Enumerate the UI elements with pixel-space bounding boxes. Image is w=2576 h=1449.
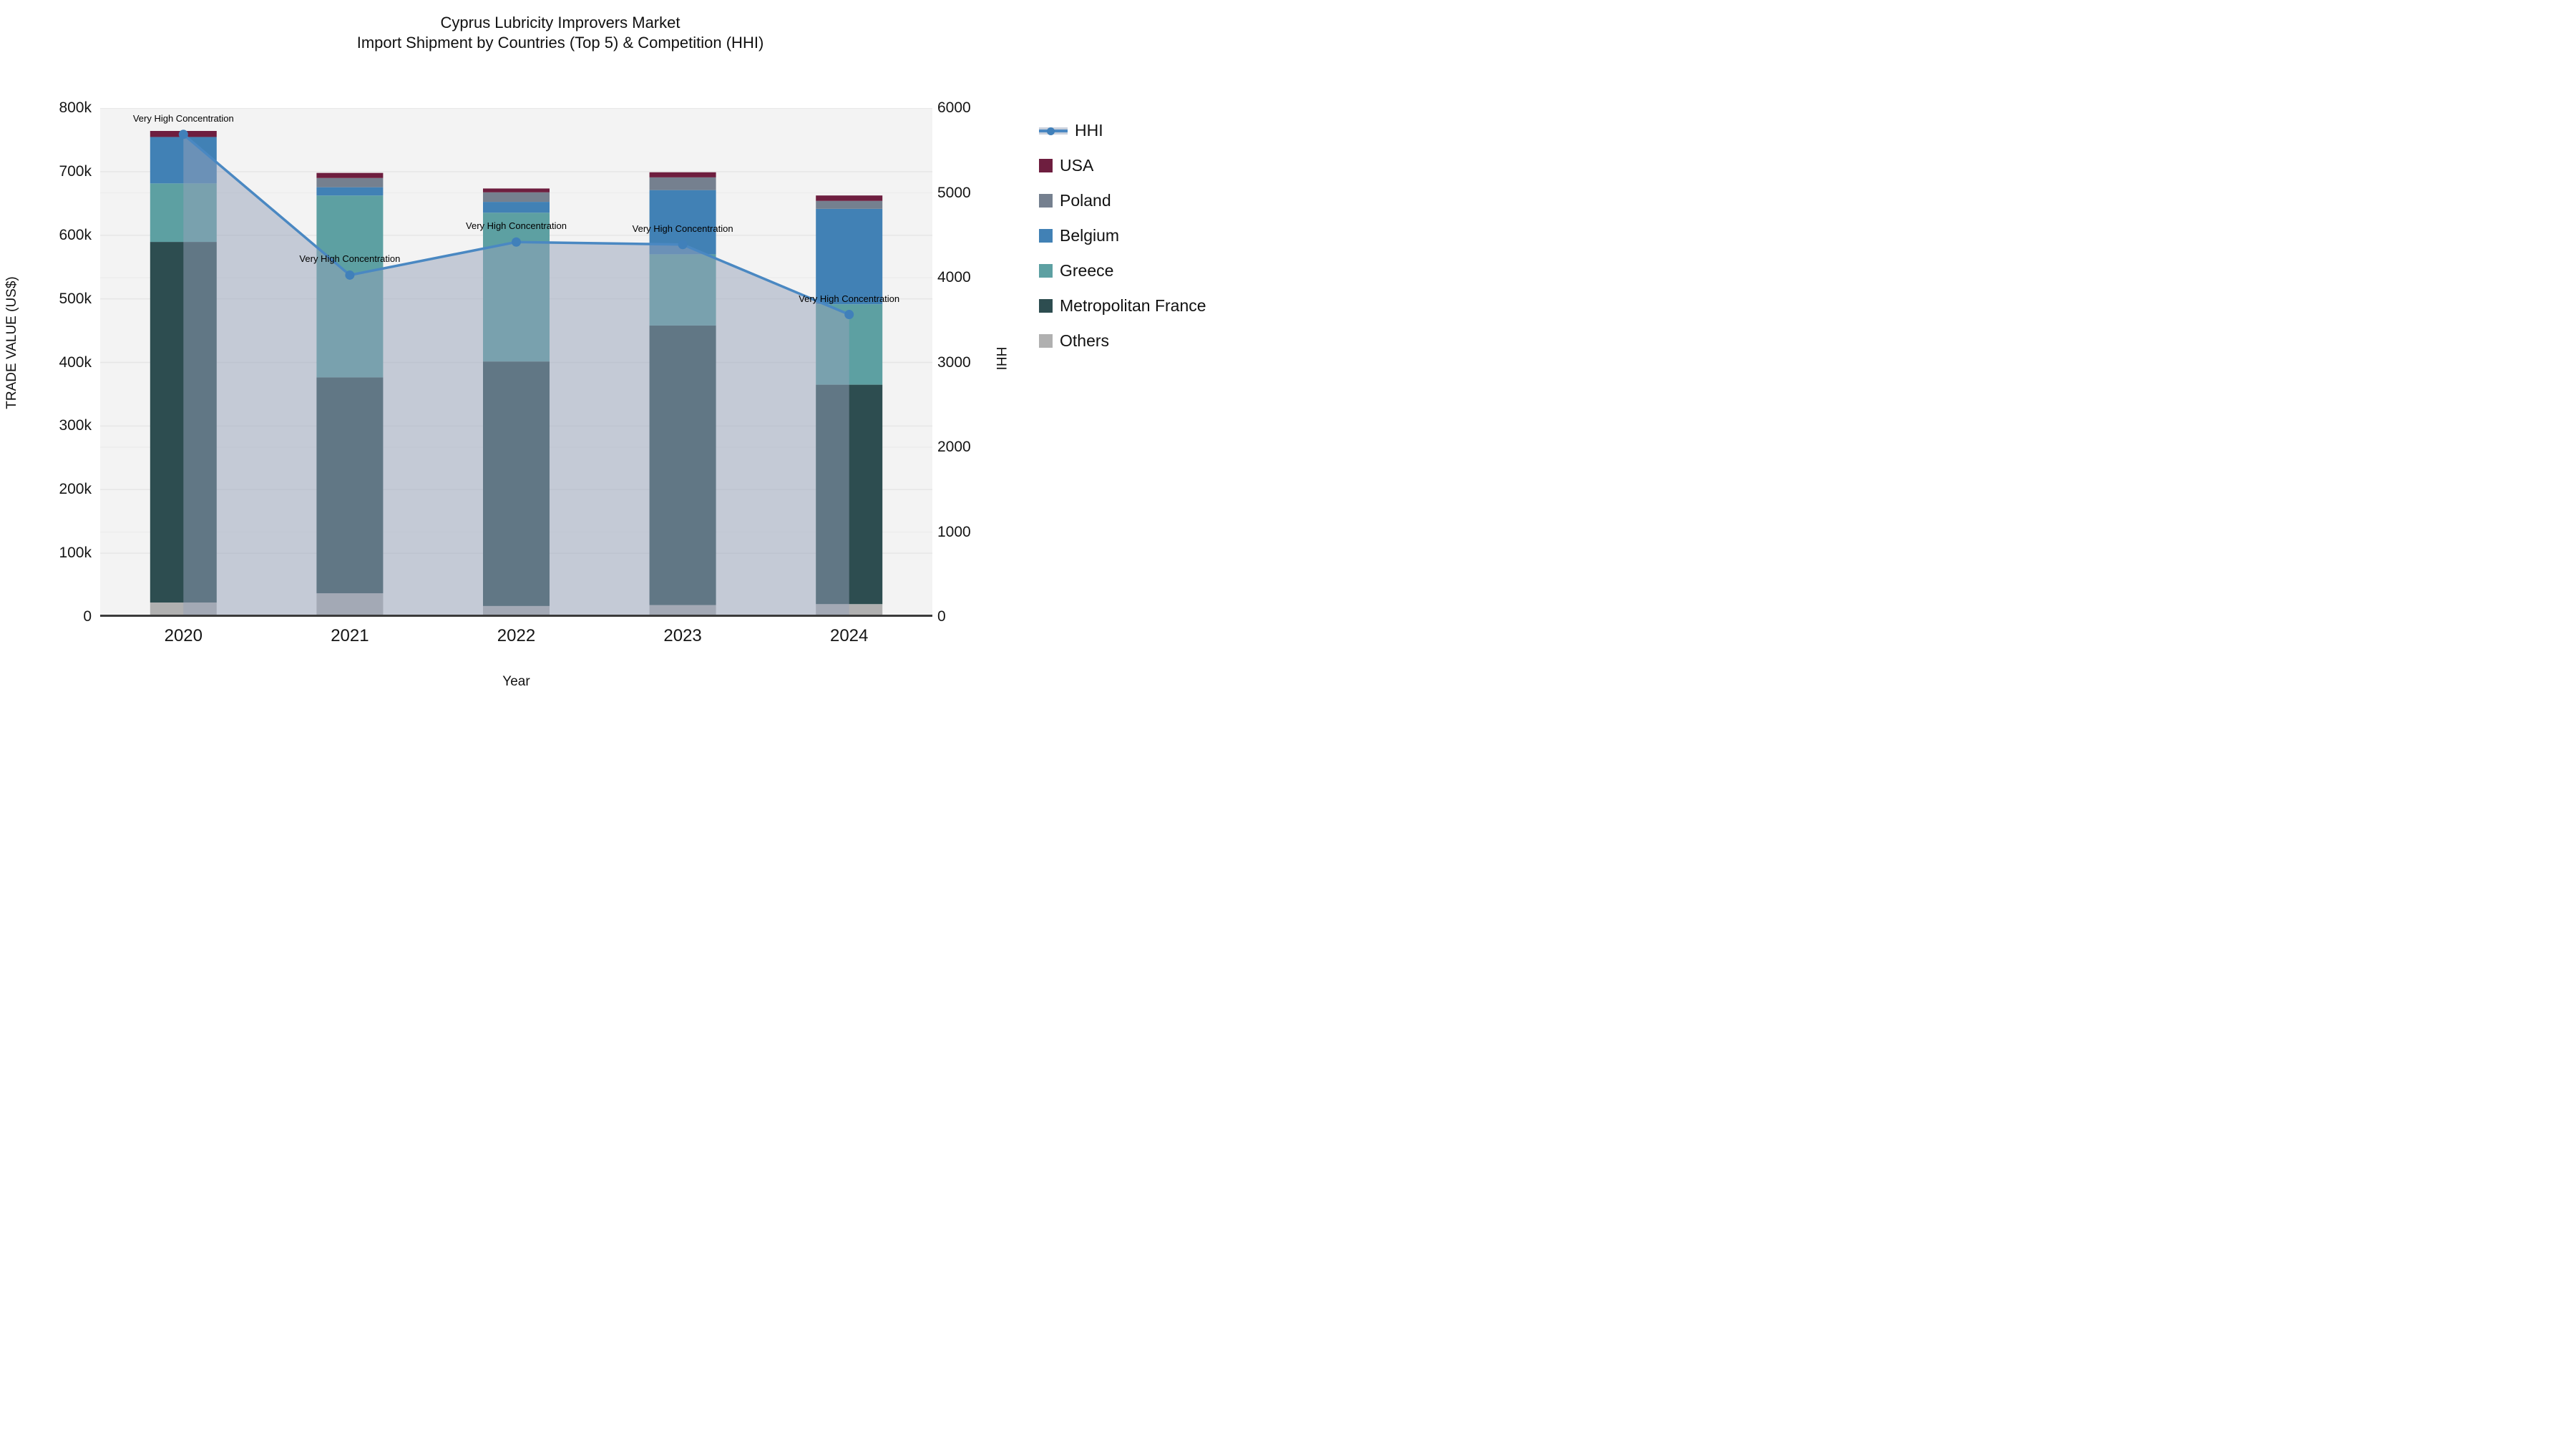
legend-item-usa[interactable]: USA [1039,156,1206,175]
bar-segment-2022-belgium [483,202,550,213]
x-tick-2022: 2022 [497,626,536,645]
y-left-tick-700k: 700k [59,162,92,180]
bar-segment-2024-poland [816,200,883,209]
legend-swatch-icon [1039,299,1053,313]
legend-label: Greece [1060,261,1114,280]
x-tick-2024: 2024 [829,626,869,645]
y-right-tick-3000: 3000 [937,353,971,371]
legend-label: Others [1060,331,1110,350]
legend-item-poland[interactable]: Poland [1039,191,1206,210]
y-right-tick-6000: 6000 [937,99,971,116]
legend-label: USA [1060,156,1094,175]
hhi-marker-2021 [345,270,355,280]
bar-segment-2024-belgium [816,208,883,305]
bar-segment-2023-poland [649,177,716,190]
legend-label: Metropolitan France [1060,296,1206,315]
y-right-tick-4000: 4000 [937,269,971,286]
bar-segment-2021-usa [316,172,384,178]
hhi-marker-2024 [844,310,854,320]
plot-svg [100,108,932,617]
bar-segment-2023-usa [649,172,716,177]
y-right-tick-1000: 1000 [937,523,971,540]
y-left-tick-800k: 800k [59,99,92,116]
legend-swatch-icon [1039,334,1053,348]
legend-swatch-icon [1039,264,1053,278]
y-right-tick-0: 0 [937,608,946,625]
y-right-tick-5000: 5000 [937,184,971,201]
legend: HHI USA Poland Belgium Greece Metropolitan Fr… [1039,121,1206,366]
y-left-tick-600k: 600k [59,226,92,243]
legend-item-greece[interactable]: Greece [1039,261,1206,280]
chart-title: Cyprus Lubricity Improvers Market Import… [357,13,764,53]
annotation-2021: Very High Concentration [299,253,401,265]
legend-item-hhi[interactable]: HHI [1039,121,1206,140]
bar-segment-2022-usa [483,188,550,192]
legend-label: Belgium [1060,226,1120,245]
legend-item-others[interactable]: Others [1039,331,1206,351]
hhi-line-icon [1039,124,1068,137]
y-left-tick-200k: 200k [59,481,92,498]
y-left-tick-500k: 500k [59,290,92,307]
annotation-2024: Very High Concentration [799,293,900,304]
chart-title-line2: Import Shipment by Countries (Top 5) & C… [356,34,764,52]
y-left-tick-100k: 100k [59,545,92,562]
hhi-marker-2022 [512,237,521,247]
bar-segment-2024-usa [816,195,883,201]
y-left-tick-300k: 300k [59,417,92,434]
x-tick-2021: 2021 [331,626,369,645]
legend-swatch-icon [1039,159,1053,172]
bar-segment-2022-poland [483,192,550,203]
x-tick-2020: 2020 [164,626,203,645]
legend-label: Poland [1060,191,1111,210]
bar-segment-2021-poland [316,177,384,187]
plot-area [100,108,932,617]
y-right-tick-2000: 2000 [937,439,971,455]
bar-segment-2021-belgium [316,187,384,196]
hhi-marker-2023 [678,240,688,250]
annotation-2022: Very High Concentration [466,220,567,232]
legend-swatch-icon [1039,229,1053,243]
annotation-2020: Very High Concentration [132,112,234,124]
legend-item-belgium[interactable]: Belgium [1039,226,1206,245]
hhi-marker-2020 [178,130,188,140]
y-left-tick-0: 0 [83,608,92,625]
hhi-area-fill [183,134,849,617]
y-left-tick-400k: 400k [59,353,92,371]
chart-canvas: Cyprus Lubricity Improvers Market Import… [0,0,1288,724]
x-axis-title: Year [502,674,530,689]
legend-item-metropolitan-france[interactable]: Metropolitan France [1039,296,1206,316]
legend-label: HHI [1075,121,1103,140]
chart-title-line1: Cyprus Lubricity Improvers Market [440,14,680,31]
annotation-2023: Very High Concentration [632,223,733,234]
legend-swatch-icon [1039,194,1053,208]
x-tick-2023: 2023 [663,626,702,645]
